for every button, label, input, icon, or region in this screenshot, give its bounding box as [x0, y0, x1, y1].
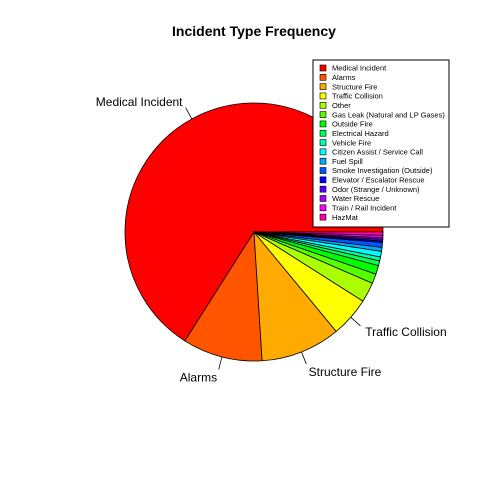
legend-swatch-other	[319, 101, 327, 109]
pie-slice-hazmat	[253, 231, 384, 236]
legend-label-water-rescue: Water Rescue	[332, 194, 379, 203]
slice-label-traffic-collision: Traffic Collision	[365, 325, 446, 339]
legend-swatch-train-rail-incident	[319, 204, 327, 212]
label-leader-traffic-collision	[350, 317, 361, 327]
legend-label-vehicle-fire: Vehicle Fire	[332, 138, 371, 147]
legend-label-elevator-escalator-rescue: Elevator / Escalator Rescue	[332, 176, 425, 185]
pie-slice-structure-fire	[253, 230, 337, 362]
legend-label-gas-leak-natural-and-lp-gases: Gas Leak (Natural and LP Gases)	[332, 110, 445, 119]
legend-swatch-structure-fire	[319, 83, 327, 90]
label-leader-alarms	[218, 356, 223, 370]
slice-label-structure-fire: Structure Fire	[309, 365, 382, 379]
legend-swatch-outside-fire	[319, 120, 327, 128]
legend-label-medical-incident: Medical Incident	[332, 64, 387, 73]
legend-swatch-odor-strange-unknown	[319, 185, 327, 193]
legend-box	[312, 59, 450, 228]
legend-label-smoke-investigation-outside: Smoke Investigation (Outside)	[332, 166, 433, 175]
legend-label-hazmat: HazMat	[332, 213, 359, 222]
legend-swatch-fuel-spill	[319, 157, 327, 165]
legend-swatch-citizen-assist-service-call	[319, 148, 327, 156]
slice-label-alarms: Alarms	[180, 371, 217, 385]
legend-label-other: Other	[332, 101, 351, 110]
legend-swatch-water-rescue	[319, 195, 327, 202]
label-leader-structure-fire	[301, 351, 307, 365]
legend-label-traffic-collision: Traffic Collision	[332, 92, 383, 101]
legend-swatch-gas-leak-natural-and-lp-gases	[319, 111, 327, 118]
pie-slice-alarms	[184, 230, 263, 362]
label-leader-medical-incident	[185, 107, 193, 120]
legend-label-outside-fire: Outside Fire	[332, 120, 373, 129]
legend-label-odor-strange-unknown: Odor (Strange / Unknown)	[332, 185, 420, 194]
legend-label-train-rail-incident: Train / Rail Incident	[332, 204, 397, 213]
legend-label-citizen-assist-service-call: Citizen Assist / Service Call	[332, 148, 423, 157]
legend-label-electrical-hazard: Electrical Hazard	[332, 129, 389, 138]
legend-label-alarms: Alarms	[332, 73, 356, 82]
legend-swatch-hazmat	[319, 213, 327, 221]
legend-swatch-alarms	[319, 74, 327, 81]
slice-label-medical-incident: Medical Incident	[96, 95, 183, 109]
legend-swatch-medical-incident	[319, 64, 327, 72]
legend-swatch-vehicle-fire	[319, 139, 327, 146]
legend-swatch-smoke-investigation-outside	[319, 167, 327, 174]
legend-label-fuel-spill: Fuel Spill	[332, 157, 363, 166]
legend-label-structure-fire: Structure Fire	[332, 82, 377, 91]
legend-swatch-electrical-hazard	[319, 129, 327, 137]
chart-title: Incident Type Frequency	[172, 23, 336, 39]
slice-labels: Medical Incident Alarms Structure Fire Traf…	[96, 95, 447, 385]
legend-swatch-traffic-collision	[319, 92, 327, 100]
legend-swatch-elevator-escalator-rescue	[319, 176, 327, 184]
